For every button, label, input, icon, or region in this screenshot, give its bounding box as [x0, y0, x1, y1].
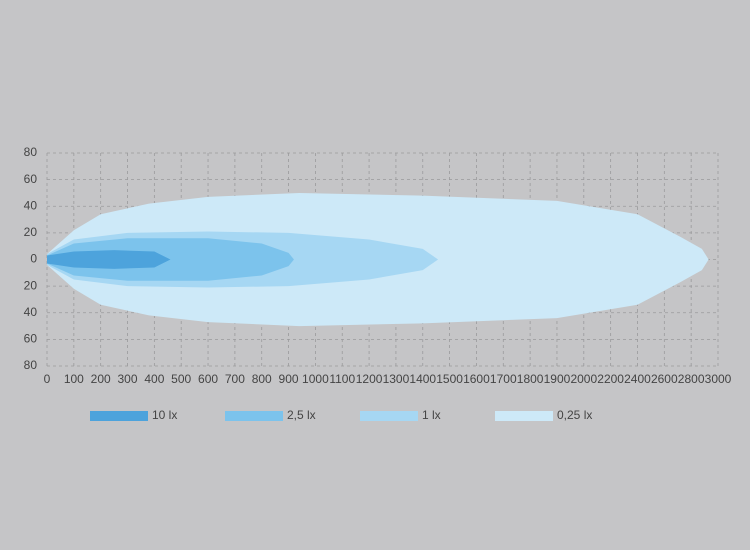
x-tick-label: 1400: [409, 372, 436, 386]
x-tick-label: 200: [91, 372, 111, 386]
x-tick-label: 500: [171, 372, 191, 386]
y-tick-label: 40: [24, 305, 38, 319]
y-tick-label: 20: [24, 225, 38, 239]
legend-swatch: [90, 411, 148, 421]
x-tick-label: 1700: [490, 372, 517, 386]
x-tick-label: 0: [44, 372, 51, 386]
x-tick-label: 1800: [517, 372, 544, 386]
x-tick-label: 700: [225, 372, 245, 386]
legend-swatch: [495, 411, 553, 421]
x-tick-label: 1100: [329, 372, 355, 386]
x-tick-label: 600: [198, 372, 218, 386]
x-tick-label: 2000: [570, 372, 597, 386]
x-tick-label: 300: [118, 372, 138, 386]
x-tick-label: 1600: [463, 372, 490, 386]
x-tick-label: 2200: [597, 372, 624, 386]
x-tick-label: 2800: [678, 372, 705, 386]
y-tick-label: 40: [24, 198, 38, 212]
legend-label: 0,25 lx: [557, 408, 592, 422]
x-tick-label: 1900: [544, 372, 571, 386]
x-tick-label: 1200: [356, 372, 383, 386]
y-tick-label: 0: [30, 252, 37, 266]
legend-swatch: [225, 411, 283, 421]
legend-swatch: [360, 411, 418, 421]
y-tick-label: 20: [24, 278, 38, 292]
y-tick-label: 80: [24, 145, 38, 159]
x-tick-label: 100: [64, 372, 84, 386]
x-tick-label: 800: [252, 372, 272, 386]
x-tick-label: 1300: [383, 372, 410, 386]
x-tick-label: 1500: [436, 372, 463, 386]
x-tick-label: 900: [279, 372, 299, 386]
legend-label: 1 lx: [422, 408, 441, 422]
legend-label: 10 lx: [152, 408, 177, 422]
y-tick-label: 60: [24, 172, 38, 186]
x-tick-label: 2400: [624, 372, 651, 386]
x-tick-label: 2600: [651, 372, 678, 386]
x-tick-label: 3000: [705, 372, 732, 386]
x-tick-label: 400: [144, 372, 164, 386]
beam-area: [47, 250, 171, 269]
legend-label: 2,5 lx: [287, 408, 316, 422]
x-tick-label: 1000: [302, 372, 329, 386]
y-tick-label: 80: [24, 358, 38, 372]
y-tick-label: 60: [24, 332, 38, 346]
